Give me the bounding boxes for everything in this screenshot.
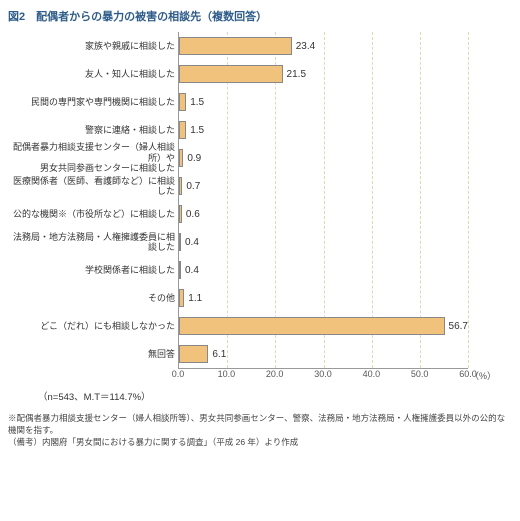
bar-row: 警察に連絡・相談した1.5 (179, 116, 468, 144)
bar-value: 0.4 (185, 265, 199, 276)
bar (179, 121, 186, 139)
bar-value: 1.5 (190, 125, 204, 136)
footnote-1: ※配偶者暴力相談支援センター（婦人相談所等）、男女共同参画センター、警察、法務局… (8, 413, 512, 437)
bar-value: 56.7 (449, 321, 468, 332)
sample-size-text: （n=543、M.T＝114.7%） (38, 389, 512, 403)
bar-value: 0.4 (185, 237, 199, 248)
footnotes: ※配偶者暴力相談支援センター（婦人相談所等）、男女共同参画センター、警察、法務局… (8, 413, 512, 449)
bar-row: 公的な機関※（市役所など）に相談した0.6 (179, 200, 468, 228)
bar-row: 配偶者暴力相談支援センター（婦人相談所）や男女共同参画センターに相談した0.9 (179, 144, 468, 172)
bar-value: 0.9 (187, 153, 201, 164)
bar-row: 民間の専門家や専門機関に相談した1.5 (179, 88, 468, 116)
category-label: どこ（だれ）にも相談しなかった (11, 321, 179, 331)
bar (179, 149, 183, 167)
bar (179, 233, 181, 251)
footnote-2: （備考）内閣府「男女間における暴力に関する調査」（平成 26 年）より作成 (8, 437, 512, 449)
category-label: 法務局・地方法務局・人権擁護委員に相談した (11, 232, 179, 253)
bar-chart: 家族や親戚に相談した23.4友人・知人に相談した21.5民間の専門家や専門機関に… (178, 32, 468, 369)
bar-row: 法務局・地方法務局・人権擁護委員に相談した0.4 (179, 228, 468, 256)
bar-row: 友人・知人に相談した21.5 (179, 60, 468, 88)
bar (179, 37, 292, 55)
bar-value: 0.6 (186, 209, 200, 220)
bar (179, 289, 184, 307)
bar (179, 65, 283, 83)
bar (179, 205, 182, 223)
bar-row: 学校関係者に相談した0.4 (179, 256, 468, 284)
x-tick: 30.0 (314, 369, 332, 379)
x-tick: 0.0 (172, 369, 185, 379)
x-tick: 60.0 (459, 369, 477, 379)
category-label: 学校関係者に相談した (11, 265, 179, 275)
category-label: 公的な機関※（市役所など）に相談した (11, 209, 179, 219)
x-axis: （%） 0.010.020.030.040.050.060.0 (178, 369, 468, 387)
bar-row: どこ（だれ）にも相談しなかった56.7 (179, 312, 468, 340)
bar (179, 177, 182, 195)
category-label: その他 (11, 293, 179, 303)
bar-value: 23.4 (296, 41, 315, 52)
category-label: 家族や親戚に相談した (11, 41, 179, 51)
bar-value: 1.1 (188, 293, 202, 304)
category-label: 無回答 (11, 349, 179, 359)
x-tick: 20.0 (266, 369, 284, 379)
bar (179, 261, 181, 279)
bar (179, 93, 186, 111)
x-tick: 10.0 (218, 369, 236, 379)
bar-value: 1.5 (190, 97, 204, 108)
bar-value: 6.1 (212, 349, 226, 360)
category-label: 警察に連絡・相談した (11, 125, 179, 135)
bar-value: 21.5 (287, 69, 306, 80)
bar-row: その他1.1 (179, 284, 468, 312)
bar-row: 家族や親戚に相談した23.4 (179, 32, 468, 60)
x-tick: 40.0 (363, 369, 381, 379)
category-label: 民間の専門家や専門機関に相談した (11, 97, 179, 107)
bar-row: 医療関係者（医師、看護師など）に相談した0.7 (179, 172, 468, 200)
x-tick: 50.0 (411, 369, 429, 379)
bar (179, 317, 445, 335)
category-label: 友人・知人に相談した (11, 69, 179, 79)
category-label: 配偶者暴力相談支援センター（婦人相談所）や男女共同参画センターに相談した (11, 142, 179, 173)
bar-row: 無回答6.1 (179, 340, 468, 368)
category-label: 医療関係者（医師、看護師など）に相談した (11, 176, 179, 197)
bar-value: 0.7 (186, 181, 200, 192)
chart-title: 図2 配偶者からの暴力の被害の相談先（複数回答） (8, 8, 512, 24)
bar (179, 345, 208, 363)
